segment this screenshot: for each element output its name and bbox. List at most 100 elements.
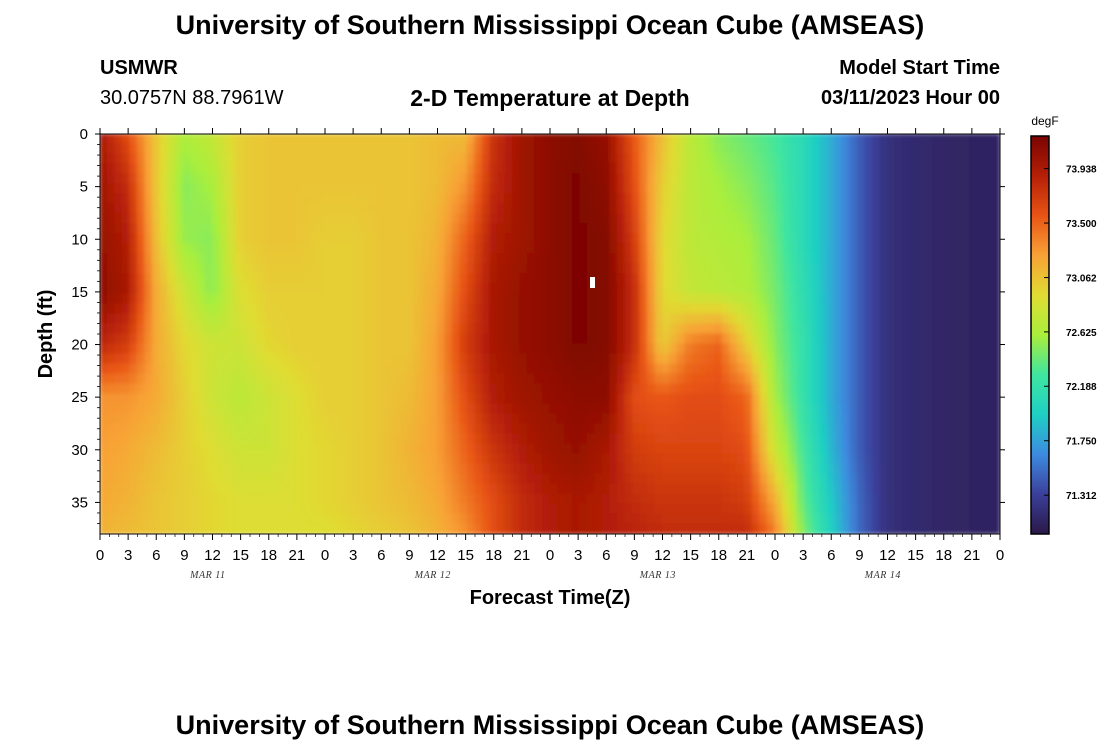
heatmap-cell [451, 313, 461, 325]
heatmap-cell [759, 213, 769, 225]
heatmap-cell [384, 483, 394, 495]
heatmap-cell [534, 523, 544, 534]
heatmap-cell [954, 353, 964, 365]
heatmap-cell [129, 283, 139, 295]
heatmap-cell [466, 443, 476, 455]
x-tick-label: 21 [739, 547, 756, 564]
heatmap-cell [286, 433, 296, 445]
heatmap-cell [354, 163, 364, 175]
heatmap-cell [579, 373, 589, 385]
heatmap-cell [714, 523, 724, 534]
heatmap-cell [301, 313, 311, 325]
heatmap-cell [744, 273, 754, 285]
heatmap-cell [901, 363, 911, 375]
heatmap-cell [631, 134, 641, 145]
heatmap-cell [459, 263, 469, 275]
heatmap-cell [504, 413, 514, 425]
heatmap-cell [789, 413, 799, 425]
heatmap-cell [211, 213, 221, 225]
heatmap-cell [549, 343, 559, 355]
heatmap-cell [384, 173, 394, 185]
heatmap-cell [189, 343, 199, 355]
heatmap-cell [286, 273, 296, 285]
heatmap-cell [894, 283, 904, 295]
heatmap-cell [856, 343, 866, 355]
heatmap-cell [211, 383, 221, 395]
heatmap-cell [631, 293, 641, 305]
heatmap-cell [279, 353, 289, 365]
heatmap-cell [916, 323, 926, 335]
heatmap-cell [271, 513, 281, 525]
heatmap-cell [661, 163, 671, 175]
heatmap-cell [796, 273, 806, 285]
heatmap-cell [264, 273, 274, 285]
heatmap-cell [661, 143, 671, 155]
heatmap-cell [579, 273, 589, 285]
heatmap-cell [211, 433, 221, 445]
heatmap-cell [541, 233, 551, 245]
heatmap-cell [331, 423, 341, 435]
heatmap-cell [151, 303, 161, 315]
heatmap-cell [414, 433, 424, 445]
heatmap-cell [774, 393, 784, 405]
heatmap-cell [871, 283, 881, 295]
heatmap-cell [789, 483, 799, 495]
heatmap-cell [826, 463, 836, 475]
heatmap-cell [961, 353, 971, 365]
heatmap-cell [100, 233, 109, 245]
heatmap-cell [954, 363, 964, 375]
heatmap-cell [946, 173, 956, 185]
heatmap-cell [354, 203, 364, 215]
heatmap-cell [346, 423, 356, 435]
heatmap-cell [474, 333, 484, 345]
heatmap-cell [331, 193, 341, 205]
heatmap-cell [946, 483, 956, 495]
heatmap-cell [714, 503, 724, 515]
heatmap-cell [781, 323, 791, 335]
heatmap-cell [541, 213, 551, 225]
heatmap-cell [646, 323, 656, 335]
heatmap-cell [759, 223, 769, 235]
x-tick-label: 15 [457, 547, 474, 564]
heatmap-cell [901, 323, 911, 335]
y-tick-label: 5 [80, 179, 88, 196]
heatmap-cell [759, 463, 769, 475]
heatmap-cell [151, 273, 161, 285]
heatmap-cell [819, 323, 829, 335]
heatmap-cell [871, 213, 881, 225]
heatmap-cell [331, 213, 341, 225]
heatmap-cell [324, 253, 334, 265]
heatmap-cell [676, 443, 686, 455]
heatmap-cell [841, 283, 851, 295]
heatmap-cell [249, 173, 259, 185]
heatmap-cell [796, 183, 806, 195]
heatmap-cell [699, 443, 709, 455]
heatmap-cell [406, 473, 416, 485]
heatmap-cell [474, 193, 484, 205]
heatmap-cell [339, 223, 349, 235]
heatmap-cell [879, 393, 889, 405]
heatmap-cell [886, 413, 896, 425]
heatmap-cell [474, 403, 484, 415]
heatmap-cell [189, 513, 199, 525]
heatmap-cell [931, 303, 941, 315]
heatmap-cell [429, 333, 439, 345]
heatmap-cell [504, 253, 514, 265]
heatmap-cell [324, 233, 334, 245]
heatmap-cell [849, 293, 859, 305]
heatmap-cell [826, 293, 836, 305]
heatmap-cell [661, 433, 671, 445]
heatmap-cell [841, 263, 851, 275]
heatmap-cell [639, 363, 649, 375]
heatmap-cell [856, 383, 866, 395]
heatmap-cell [399, 493, 409, 505]
heatmap-cell [106, 213, 116, 225]
heatmap-cell [136, 423, 146, 435]
heatmap-cell [376, 193, 386, 205]
heatmap-cell [759, 373, 769, 385]
heatmap-cell [459, 143, 469, 155]
heatmap-cell [121, 233, 131, 245]
heatmap-cell [601, 303, 611, 315]
heatmap-cell [751, 293, 761, 305]
heatmap-cell [564, 493, 574, 505]
